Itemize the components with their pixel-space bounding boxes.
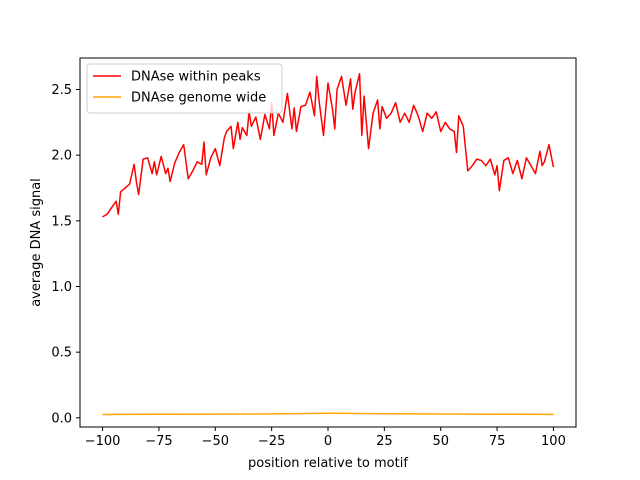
y-tick-label: 0.0 [51,411,72,426]
y-tick-label: 1.0 [51,280,72,295]
x-tick-label: −25 [258,434,285,449]
y-axis: 0.0 0.5 1.0 1.5 2.0 2.5 [51,83,80,426]
x-tick-label: 100 [541,434,566,449]
x-axis: −100 −75 −50 −25 0 25 50 75 100 [85,427,566,449]
y-axis-label: average DNA signal [29,178,44,307]
x-tick-label: −50 [202,434,229,449]
legend: DNAse within peaks DNAse genome wide [86,63,283,114]
x-tick-label: 0 [324,434,332,449]
legend-label-within-peaks: DNAse within peaks [131,70,261,85]
series-layer [102,73,555,416]
y-tick-label: 0.5 [51,346,72,361]
x-tick-label: 75 [489,434,506,449]
x-axis-label: position relative to motif [248,456,408,471]
x-tick-label: 25 [376,434,393,449]
legend-label-genome-wide: DNAse genome wide [131,91,266,106]
x-tick-label: −75 [145,434,172,449]
y-tick-label: 1.5 [51,214,72,229]
y-tick-label: 2.0 [51,149,72,164]
x-tick-label: 50 [432,434,449,449]
series-line-dnase-genome-wide [102,412,554,416]
y-tick-label: 2.5 [51,83,72,98]
series-line-dnase-within-peaks [102,73,555,218]
legend-box [86,63,283,114]
x-tick-label: −100 [85,434,121,449]
